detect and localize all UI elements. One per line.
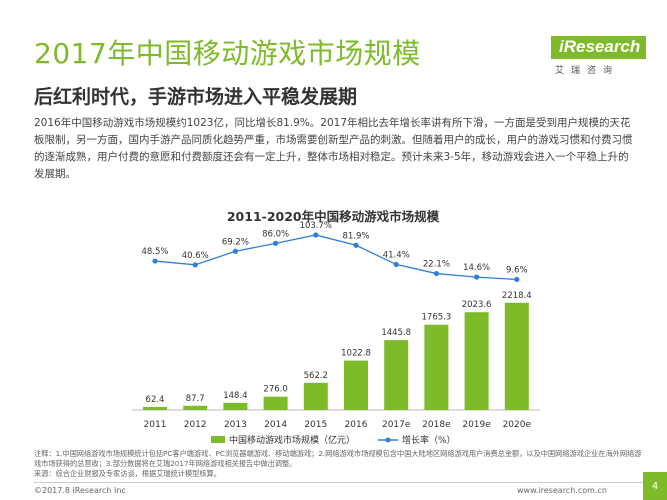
growth-label-2011: 48.5% — [141, 247, 168, 257]
x-tick-label-2017e: 2017e — [382, 420, 411, 430]
growth-point-2013 — [232, 248, 238, 254]
footnote: 注释：1.中国网络游戏市场规模统计包括PC客户端游戏、PC浏览器端游戏、移动端游… — [34, 449, 644, 479]
x-tick-label-2018e: 2018e — [422, 420, 451, 430]
growth-line-group — [152, 232, 520, 283]
bar-2012 — [183, 405, 208, 410]
bar-value-label-2016: 1022.8 — [341, 349, 371, 359]
bar-2020e — [504, 302, 529, 410]
page-subtitle: 后红利时代，手游市场进入平稳发展期 — [34, 86, 358, 108]
market-size-chart: 2011-2020年中国移动游戏市场规模 62.4 2011 87.7 2012 148… — [132, 209, 540, 446]
page-number: 4 — [651, 481, 659, 492]
footer-divider — [34, 482, 644, 483]
bar-2019e — [464, 312, 489, 410]
bar-value-label-2014: 276.0 — [263, 385, 287, 395]
growth-point-2016 — [353, 242, 359, 248]
bars-group — [143, 302, 529, 410]
growth-label-2020e: 9.6% — [506, 265, 528, 275]
growth-point-2019e — [474, 274, 480, 280]
bar-2011 — [143, 406, 167, 410]
x-tick-label-2016: 2016 — [345, 420, 368, 430]
growth-label-2015: 103.7% — [300, 221, 332, 231]
growth-label-2019e: 14.6% — [463, 263, 490, 273]
bar-value-label-2019e: 2023.6 — [462, 300, 492, 310]
bar-value-label-2020e: 2218.4 — [502, 291, 532, 301]
logo-wordmark: iResearch — [551, 36, 647, 59]
bar-value-label-2011: 62.4 — [146, 395, 165, 405]
legend-line-marker — [385, 437, 391, 443]
growth-point-2011 — [152, 258, 158, 264]
bar-2016 — [344, 360, 368, 410]
x-tick-label-2014: 2014 — [264, 420, 287, 430]
footnote-source: 来源：综合企业财报及专家访谈，根据艾瑞统计模型核算。 — [34, 469, 221, 478]
page-title: 2017年中国移动游戏市场规模 — [34, 37, 421, 70]
bar-value-label-2012: 87.7 — [186, 394, 205, 404]
x-tick-label-2020e: 2020e — [503, 420, 532, 430]
chart-title: 2011-2020年中国移动游戏市场规模 — [227, 209, 440, 224]
bar-2014 — [263, 396, 288, 410]
x-tick-label-2011: 2011 — [144, 420, 167, 430]
growth-point-2014 — [273, 240, 279, 246]
growth-point-2012 — [192, 262, 198, 268]
x-tick-label-2015: 2015 — [304, 420, 327, 430]
legend-bar-swatch — [211, 436, 225, 443]
footnote-notes: 注释：1.中国网络游戏市场规模统计包括PC客户端游戏、PC浏览器端游戏、移动端游… — [34, 449, 642, 468]
growth-point-2015 — [313, 232, 319, 238]
body-paragraph: 2016年中国移动游戏市场规模约1023亿，同比增长81.9%。2017年相比去… — [34, 117, 633, 180]
page-number-tab — [643, 472, 667, 500]
growth-point-2018e — [433, 270, 439, 277]
growth-label-2017e: 41.4% — [383, 250, 410, 260]
x-tick-label-2019e: 2019e — [462, 420, 491, 430]
bar-2017e — [384, 340, 409, 410]
logo-subtitle: 艾瑞咨询 — [555, 66, 620, 76]
iresearch-logo: iResearch 艾瑞咨询 — [551, 36, 647, 80]
growth-label-2012: 40.6% — [182, 251, 209, 261]
bar-2013 — [223, 402, 248, 410]
growth-point-2017e — [393, 261, 399, 268]
legend-line-label: 增长率（%） — [402, 434, 456, 446]
legend-bar-label: 中国移动游戏市场规模（亿元） — [229, 434, 355, 446]
bar-value-label-2013: 148.4 — [223, 391, 247, 401]
bar-value-label-2017e: 1445.8 — [381, 328, 411, 338]
growth-rate-line — [154, 234, 517, 281]
bar-value-label-2018e: 1765.3 — [422, 313, 452, 323]
growth-point-2020e — [514, 276, 520, 283]
labels-group: 62.4 2011 87.7 2012 148.4 2013 276.0 2014 562.2 2… — [141, 221, 531, 430]
growth-label-2016: 81.9% — [342, 231, 369, 241]
legend: 中国移动游戏市场规模（亿元） 增长率（%） — [211, 434, 456, 446]
website-link[interactable]: www.iresearch.com.cn — [517, 486, 607, 495]
growth-label-2014: 86.0% — [262, 229, 289, 239]
x-tick-label-2013: 2013 — [224, 420, 247, 430]
bar-value-label-2015: 562.2 — [304, 371, 328, 381]
growth-label-2018e: 22.1% — [423, 260, 450, 270]
growth-label-2013: 69.2% — [222, 237, 249, 247]
copyright: ©2017.8 iResearch Inc — [34, 486, 126, 495]
bar-2015 — [303, 382, 328, 410]
x-tick-label-2012: 2012 — [184, 420, 207, 430]
bar-2018e — [424, 324, 449, 410]
